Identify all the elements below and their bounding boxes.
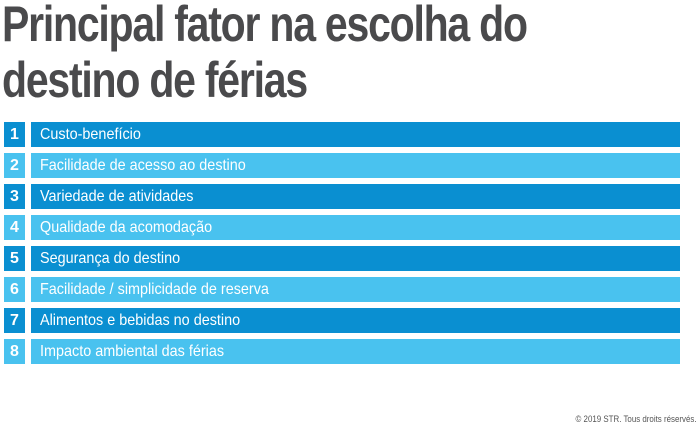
rank-bar: Qualidade da acomodação xyxy=(31,215,680,240)
rank-number: 5 xyxy=(4,246,25,271)
rank-bar: Facilidade / simplicidade de reserva xyxy=(31,277,680,302)
ranking-row: 1 Custo-benefício xyxy=(0,122,700,147)
ranking-row: 2 Facilidade de acesso ao destino xyxy=(0,153,700,178)
title-line-2: destino de férias xyxy=(2,52,308,108)
rank-label: Facilidade / simplicidade de reserva xyxy=(40,281,269,298)
rank-number: 6 xyxy=(4,277,25,302)
copyright-notice: © 2019 STR. Tous droits réservés. xyxy=(575,414,697,424)
rank-number: 4 xyxy=(4,215,25,240)
ranking-row: 3 Variedade de atividades xyxy=(0,184,700,209)
rank-bar: Alimentos e bebidas no destino xyxy=(31,308,680,333)
ranking-row: 7 Alimentos e bebidas no destino xyxy=(0,308,700,333)
rank-label: Impacto ambiental das férias xyxy=(40,343,225,360)
rank-label: Custo-benefício xyxy=(40,126,141,143)
title-line-1: Principal fator na escolha do xyxy=(2,0,528,52)
ranking-row: 8 Impacto ambiental das férias xyxy=(0,339,700,364)
rank-number: 1 xyxy=(4,122,25,147)
rank-label: Variedade de atividades xyxy=(40,188,194,205)
rank-label: Qualidade da acomodação xyxy=(40,219,213,236)
rank-number: 3 xyxy=(4,184,25,209)
ranking-row: 4 Qualidade da acomodação xyxy=(0,215,700,240)
rank-label: Facilidade de acesso ao destino xyxy=(40,157,246,174)
rank-bar: Custo-benefício xyxy=(31,122,680,147)
ranking-row: 5 Segurança do destino xyxy=(0,246,700,271)
rank-label: Segurança do destino xyxy=(40,250,181,267)
rank-bar: Impacto ambiental das férias xyxy=(31,339,680,364)
rank-bar: Facilidade de acesso ao destino xyxy=(31,153,680,178)
rank-bar: Variedade de atividades xyxy=(31,184,680,209)
rank-label: Alimentos e bebidas no destino xyxy=(40,312,241,329)
page-title: Principal fator na escolha do destino de… xyxy=(2,0,568,108)
rank-number: 7 xyxy=(4,308,25,333)
rank-number: 8 xyxy=(4,339,25,364)
ranking-row: 6 Facilidade / simplicidade de reserva xyxy=(0,277,700,302)
rank-bar: Segurança do destino xyxy=(31,246,680,271)
rank-number: 2 xyxy=(4,153,25,178)
